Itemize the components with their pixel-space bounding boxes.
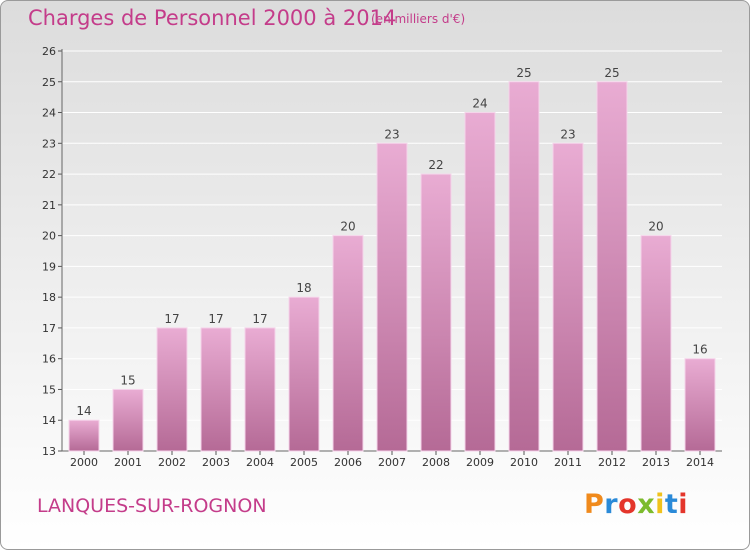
bar <box>332 235 364 452</box>
bar-value-label: 20 <box>340 220 355 234</box>
y-tick-label: 23 <box>42 137 56 150</box>
bar-value-label: 14 <box>76 404 91 418</box>
bar-value-label: 17 <box>208 312 223 326</box>
bar-value-label: 25 <box>604 66 619 80</box>
y-tick-label: 26 <box>42 45 56 58</box>
bar-value-label: 24 <box>472 97 487 111</box>
x-tick-label: 2002 <box>158 456 186 469</box>
x-tick-label: 2006 <box>334 456 362 469</box>
logo-letter: i <box>655 489 665 520</box>
x-tick-label: 2008 <box>422 456 450 469</box>
y-tick-label: 20 <box>42 230 56 243</box>
bar <box>200 327 232 452</box>
logo-letter: t <box>664 489 679 520</box>
chart-subtitle: (en milliers d'€) <box>371 12 466 26</box>
y-tick-label: 13 <box>42 445 56 458</box>
bar-value-label: 23 <box>384 127 399 141</box>
x-tick-label: 2011 <box>554 456 582 469</box>
bar-value-label: 25 <box>516 66 531 80</box>
x-tick-label: 2009 <box>466 456 494 469</box>
bar <box>684 358 716 452</box>
x-tick-label: 2013 <box>642 456 670 469</box>
bar-value-label: 18 <box>296 281 311 295</box>
chart-title: Charges de Personnel 2000 à 2014 <box>28 6 397 30</box>
y-tick-label: 15 <box>42 383 56 396</box>
y-tick-label: 19 <box>42 260 56 273</box>
bar <box>68 419 100 452</box>
x-tick-label: 2004 <box>246 456 274 469</box>
bar <box>508 81 540 452</box>
y-tick-label: 14 <box>42 414 56 427</box>
bar <box>112 388 144 452</box>
logo-letter: i <box>678 489 689 520</box>
y-tick-label: 21 <box>42 199 56 212</box>
y-tick-label: 18 <box>42 291 56 304</box>
y-tick-label: 17 <box>42 322 56 335</box>
x-tick-label: 2000 <box>70 456 98 469</box>
x-tick-label: 2003 <box>202 456 230 469</box>
bar <box>244 327 276 452</box>
bar <box>464 112 496 452</box>
x-tick-label: 2007 <box>378 456 406 469</box>
logo-letter: r <box>604 489 619 520</box>
bar <box>288 296 320 452</box>
bar-value-label: 20 <box>648 220 663 234</box>
proxiti-logo: Proxiti <box>584 489 688 523</box>
y-tick-label: 24 <box>42 107 56 120</box>
x-tick-label: 2014 <box>686 456 714 469</box>
y-tick-label: 16 <box>42 353 56 366</box>
bar <box>420 173 452 452</box>
logo-letter: P <box>584 489 605 520</box>
bar <box>552 142 584 452</box>
logo-letter: x <box>637 489 656 520</box>
x-tick-label: 2001 <box>114 456 142 469</box>
y-tick-label: 22 <box>42 168 56 181</box>
commune-name: LANQUES-SUR-ROGNON <box>37 495 267 517</box>
bar-value-label: 16 <box>692 343 707 357</box>
y-tick-label: 25 <box>42 76 56 89</box>
logo-letter: o <box>618 489 638 520</box>
bar-value-label: 15 <box>120 373 135 387</box>
bar-value-label: 17 <box>164 312 179 326</box>
x-tick-label: 2005 <box>290 456 318 469</box>
x-tick-label: 2012 <box>598 456 626 469</box>
bar-value-label: 17 <box>252 312 267 326</box>
bar <box>640 235 672 452</box>
x-tick-label: 2010 <box>510 456 538 469</box>
bar-value-label: 22 <box>428 158 443 172</box>
bar <box>376 142 408 452</box>
bar <box>596 81 628 452</box>
bar <box>156 327 188 452</box>
bar-value-label: 23 <box>560 127 575 141</box>
